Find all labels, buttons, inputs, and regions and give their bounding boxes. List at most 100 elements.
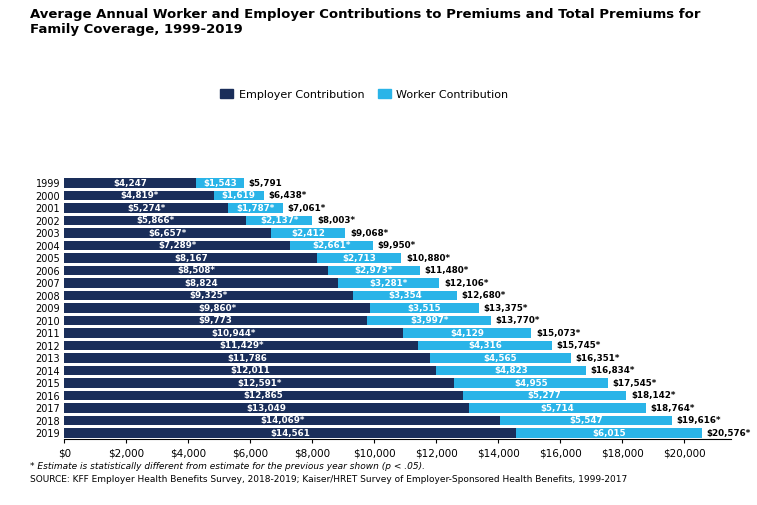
Text: $3,281*: $3,281* [369, 279, 408, 287]
Bar [338, 278, 439, 288]
Legend: Employer Contribution, Worker Contribution: Employer Contribution, Worker Contributi… [220, 89, 509, 99]
Text: $9,325*: $9,325* [190, 291, 228, 300]
Text: $12,011: $12,011 [230, 366, 270, 375]
Text: $16,351*: $16,351* [575, 354, 620, 363]
Text: $13,770*: $13,770* [496, 316, 540, 325]
Bar [213, 191, 264, 200]
Bar [196, 178, 244, 188]
Text: $2,137*: $2,137* [260, 216, 298, 225]
Text: $4,823: $4,823 [494, 366, 528, 375]
Bar [454, 378, 608, 388]
Text: Average Annual Worker and Employer Contributions to Premiums and Total Premiums : Average Annual Worker and Employer Contr… [30, 8, 701, 21]
Text: $4,129: $4,129 [450, 329, 484, 337]
Text: $9,773: $9,773 [199, 316, 232, 325]
Bar [317, 254, 401, 263]
Bar [64, 328, 403, 338]
Text: Family Coverage, 1999-2019: Family Coverage, 1999-2019 [30, 23, 243, 36]
Text: $13,375*: $13,375* [484, 304, 528, 313]
Bar [437, 366, 586, 375]
Text: $5,277: $5,277 [528, 391, 562, 400]
Bar [64, 341, 419, 350]
Text: $2,661*: $2,661* [312, 241, 350, 250]
Bar [367, 316, 491, 325]
Bar [419, 341, 552, 350]
Bar [270, 228, 345, 238]
Text: $3,354: $3,354 [388, 291, 422, 300]
Text: $5,866*: $5,866* [136, 216, 174, 225]
Bar [64, 378, 454, 388]
Bar [64, 228, 270, 238]
Text: $9,068*: $9,068* [350, 229, 388, 237]
Bar [403, 328, 531, 338]
Bar [246, 216, 313, 225]
Bar [64, 241, 290, 250]
Text: $19,616*: $19,616* [677, 416, 721, 425]
Text: $6,015: $6,015 [592, 429, 625, 438]
Text: SOURCE: KFF Employer Health Benefits Survey, 2018-2019; Kaiser/HRET Survey of Em: SOURCE: KFF Employer Health Benefits Sur… [30, 475, 628, 484]
Text: $4,316: $4,316 [469, 341, 502, 350]
Bar [64, 191, 213, 200]
Bar [64, 354, 429, 363]
Text: $6,438*: $6,438* [269, 191, 307, 200]
Text: $12,591*: $12,591* [237, 379, 282, 387]
Text: $9,860*: $9,860* [198, 304, 236, 313]
Bar [64, 304, 370, 313]
Text: $2,412: $2,412 [291, 229, 325, 237]
Bar [64, 266, 328, 275]
Bar [64, 216, 246, 225]
Text: $2,973*: $2,973* [355, 266, 393, 275]
Bar [469, 403, 646, 413]
Text: $15,073*: $15,073* [536, 329, 581, 337]
Bar [64, 366, 437, 375]
Text: $9,950*: $9,950* [377, 241, 416, 250]
Bar [64, 178, 196, 188]
Bar [516, 428, 702, 438]
Text: $12,106*: $12,106* [444, 279, 488, 287]
Bar [64, 403, 469, 413]
Text: $14,561: $14,561 [270, 429, 310, 438]
Bar [64, 316, 367, 325]
Text: $20,576*: $20,576* [706, 429, 751, 438]
Bar [64, 416, 500, 425]
Text: $14,069*: $14,069* [260, 416, 304, 425]
Text: $10,944*: $10,944* [212, 329, 256, 337]
Bar [328, 266, 420, 275]
Bar [370, 304, 478, 313]
Text: $10,880*: $10,880* [406, 254, 450, 263]
Text: $7,289*: $7,289* [158, 241, 196, 250]
Text: $18,142*: $18,142* [631, 391, 675, 400]
Bar [354, 291, 457, 300]
Bar [290, 241, 372, 250]
Bar [64, 391, 463, 400]
Text: $15,745*: $15,745* [557, 341, 601, 350]
Text: $4,565: $4,565 [484, 354, 517, 363]
Text: $8,824: $8,824 [184, 279, 218, 287]
Text: $5,714: $5,714 [540, 403, 574, 413]
Bar [429, 354, 571, 363]
Text: $5,791: $5,791 [248, 178, 282, 187]
Bar [64, 204, 228, 213]
Text: $4,819*: $4,819* [120, 191, 158, 200]
Bar [463, 391, 627, 400]
Text: $6,657*: $6,657* [148, 229, 187, 237]
Text: $5,274*: $5,274* [127, 204, 165, 213]
Text: $18,764*: $18,764* [650, 403, 695, 413]
Text: $3,997*: $3,997* [410, 316, 448, 325]
Text: $2,713: $2,713 [342, 254, 376, 263]
Text: $1,619: $1,619 [222, 191, 256, 200]
Text: $4,247: $4,247 [114, 178, 147, 187]
Text: $7,061*: $7,061* [288, 204, 326, 213]
Text: $5,547: $5,547 [569, 416, 603, 425]
Text: $11,786: $11,786 [227, 354, 267, 363]
Text: $1,543: $1,543 [203, 178, 237, 187]
Text: $8,167: $8,167 [174, 254, 207, 263]
Bar [64, 291, 354, 300]
Text: $8,508*: $8,508* [177, 266, 215, 275]
Bar [64, 428, 516, 438]
Text: $16,834*: $16,834* [590, 366, 635, 375]
Text: $3,515: $3,515 [407, 304, 441, 313]
Bar [64, 254, 317, 263]
Text: * Estimate is statistically different from estimate for the previous year shown : * Estimate is statistically different fr… [30, 462, 425, 471]
Text: $11,429*: $11,429* [220, 341, 263, 350]
Bar [500, 416, 672, 425]
